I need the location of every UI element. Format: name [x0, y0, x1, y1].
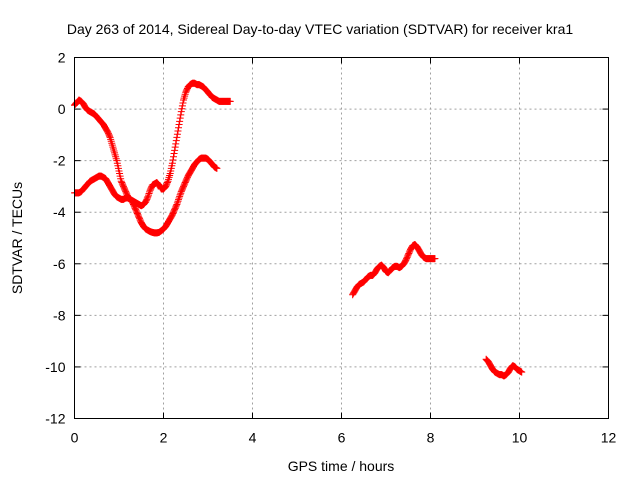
y-tick-label: -10 — [45, 359, 65, 375]
y-tick-label: -8 — [53, 307, 66, 323]
chart-title: Day 263 of 2014, Sidereal Day-to-day VTE… — [67, 21, 573, 37]
data-point — [175, 124, 183, 132]
data-point — [226, 97, 234, 105]
data-point — [175, 196, 183, 204]
grid — [74, 57, 609, 419]
y-tick-label: 0 — [58, 101, 66, 117]
data-point — [174, 127, 182, 135]
series-track-b — [71, 154, 221, 237]
data-point — [170, 150, 178, 158]
data-point — [172, 137, 180, 145]
data-point — [109, 145, 117, 153]
data-point — [173, 200, 181, 208]
data-point — [145, 190, 153, 198]
data-point — [144, 193, 152, 201]
data-point — [181, 92, 189, 100]
data-point — [107, 137, 115, 145]
y-tick-label: -12 — [45, 411, 65, 427]
data-point — [518, 368, 526, 376]
data-point — [172, 140, 180, 148]
data-point — [176, 117, 184, 125]
y-tick-label: -4 — [53, 204, 66, 220]
data-point — [112, 155, 120, 163]
x-tick-label: 12 — [601, 430, 617, 446]
data-point — [180, 94, 188, 102]
y-tick-label: -2 — [53, 153, 66, 169]
data-point — [109, 143, 117, 151]
data-point — [173, 199, 181, 207]
data-point — [168, 159, 176, 167]
data-point — [171, 143, 179, 151]
data-point — [176, 114, 184, 122]
x-axis-label: GPS time / hours — [288, 458, 395, 474]
data-point — [170, 153, 178, 161]
data-point — [173, 130, 181, 138]
data-point — [177, 111, 185, 119]
data-point — [112, 153, 120, 161]
data-point — [163, 179, 171, 187]
plot-frame — [74, 57, 609, 419]
data-point — [108, 141, 116, 149]
data-point — [174, 197, 182, 205]
y-tick-label: 2 — [58, 50, 66, 66]
data-point — [106, 132, 114, 140]
data-point — [179, 99, 187, 107]
series-track-c — [349, 240, 439, 299]
y-tick-label: -6 — [53, 256, 66, 272]
x-tick-label: 0 — [71, 430, 79, 446]
x-tick-label: 4 — [249, 430, 257, 446]
data-point — [178, 105, 186, 113]
x-tick-label: 10 — [512, 430, 528, 446]
data-point — [111, 149, 119, 157]
data-point — [143, 194, 151, 202]
axis-ticks: 0 2 4 6 8 10 12 -12 -10 -8 -6 -4 -2 0 2 — [45, 50, 616, 446]
data-point — [173, 133, 181, 141]
data-point — [166, 171, 174, 179]
data-point — [144, 191, 152, 199]
x-tick-label: 8 — [427, 430, 435, 446]
data-point — [176, 191, 184, 199]
data-point — [213, 164, 221, 172]
data-series — [71, 79, 526, 380]
y-axis-label: SDTVAR / TECUs — [9, 182, 25, 294]
x-tick-label: 2 — [160, 430, 168, 446]
data-point — [169, 156, 177, 164]
data-point — [110, 147, 118, 155]
data-point — [165, 173, 173, 181]
data-point — [172, 202, 180, 210]
data-point — [177, 189, 185, 197]
data-point — [178, 102, 186, 110]
series-track-a — [71, 79, 234, 210]
data-point — [146, 188, 154, 196]
data-point — [176, 192, 184, 200]
data-point — [108, 139, 116, 147]
data-point — [431, 255, 439, 263]
x-tick-label: 6 — [338, 430, 346, 446]
data-point — [171, 146, 179, 154]
data-point — [175, 121, 183, 129]
series-track-d — [482, 355, 526, 380]
data-point — [111, 151, 119, 159]
data-point — [175, 194, 183, 202]
data-point — [177, 108, 185, 116]
